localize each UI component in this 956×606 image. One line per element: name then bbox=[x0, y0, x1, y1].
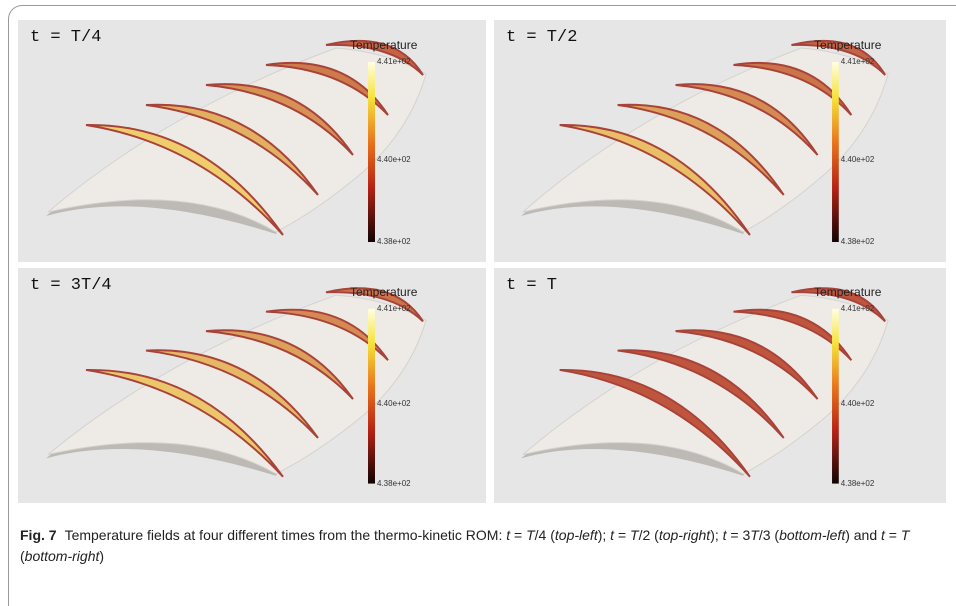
rib bbox=[265, 61, 389, 116]
page: t = T/4 Temperature 4.41e+02 4.40e+02 4.38e+… bbox=[8, 5, 956, 606]
rib bbox=[85, 368, 284, 478]
rib bbox=[617, 349, 785, 439]
wing-render bbox=[46, 287, 427, 484]
colorbar-tick-label: 4.40e+02 bbox=[840, 155, 875, 164]
colorbar-tick-label: 4.38e+02 bbox=[840, 478, 875, 488]
panel-label: t = T/2 bbox=[506, 28, 578, 47]
caption-text: t bbox=[881, 527, 885, 543]
caption-text: = 3 bbox=[726, 527, 751, 543]
wing-surface bbox=[522, 47, 889, 233]
rib bbox=[325, 39, 424, 76]
rib bbox=[325, 287, 424, 323]
caption-text: = bbox=[510, 527, 527, 543]
colorbar-title: Temperature bbox=[814, 285, 882, 300]
rib bbox=[733, 308, 853, 361]
rib bbox=[85, 123, 284, 236]
rib bbox=[675, 83, 819, 156]
colorbar-tick-label: 4.40e+02 bbox=[377, 398, 411, 408]
caption-text: /2 ( bbox=[638, 527, 659, 543]
caption-text: = bbox=[884, 527, 901, 543]
caption-label: Fig. 7 bbox=[20, 527, 57, 543]
colorbar bbox=[368, 308, 375, 484]
caption-text: ); bbox=[597, 527, 611, 543]
rib bbox=[205, 329, 354, 400]
colorbar-tick-label: 4.41e+02 bbox=[840, 303, 875, 313]
colorbar-tick-label: 4.41e+02 bbox=[377, 57, 411, 66]
rib bbox=[205, 83, 354, 156]
panel: t = T Temperature 4.41e+02 4.40e+02 4.38e+02 bbox=[494, 268, 946, 503]
rib bbox=[145, 103, 319, 196]
caption-text: t bbox=[506, 527, 511, 543]
rib bbox=[145, 349, 319, 439]
caption-text: /4 ( bbox=[534, 527, 555, 543]
colorbar-tick-label: 4.40e+02 bbox=[377, 155, 411, 164]
panel-label: t = T bbox=[506, 276, 558, 295]
caption-text: /3 ( bbox=[758, 527, 780, 543]
caption-text: ); bbox=[710, 527, 723, 543]
caption-text: ) bbox=[99, 548, 105, 564]
colorbar-tick-label: 4.38e+02 bbox=[840, 237, 875, 246]
colorbar bbox=[832, 62, 839, 242]
colorbar-title: Temperature bbox=[350, 285, 418, 300]
rib bbox=[733, 61, 853, 116]
caption-text: top-right bbox=[658, 527, 711, 543]
colorbar-title: Temperature bbox=[350, 38, 418, 52]
wing-surface bbox=[522, 294, 889, 475]
caption: Fig. 7 Temperature fields at four differe… bbox=[20, 525, 940, 567]
caption-text: T bbox=[526, 527, 535, 543]
caption-text: ) and bbox=[845, 527, 882, 543]
caption-text: t bbox=[610, 527, 615, 543]
rib bbox=[559, 123, 751, 236]
rib bbox=[559, 368, 751, 478]
panel: t = T/4 Temperature 4.41e+02 4.40e+02 4.38e+… bbox=[18, 20, 486, 262]
colorbar-tick-label: 4.40e+02 bbox=[840, 398, 875, 408]
panel-label: t = 3T/4 bbox=[30, 276, 112, 295]
caption-text: T bbox=[750, 527, 759, 543]
caption-text: bottom-right bbox=[24, 548, 100, 564]
caption-text: T bbox=[630, 527, 639, 543]
caption-text: ( bbox=[20, 548, 25, 564]
caption-text: T bbox=[900, 527, 910, 543]
wing-surface bbox=[47, 47, 427, 233]
wing-render bbox=[521, 287, 889, 484]
colorbar-tick-label: 4.38e+02 bbox=[377, 478, 411, 488]
wing-render bbox=[46, 39, 427, 242]
colorbar-title: Temperature bbox=[814, 38, 882, 52]
colorbar-tick-label: 4.41e+02 bbox=[377, 303, 411, 313]
caption-text: Temperature fields at four different tim… bbox=[64, 527, 507, 543]
panel: t = 3T/4 Temperature 4.41e+02 4.40e+02 4.38e… bbox=[18, 268, 486, 503]
figure-frame bbox=[8, 5, 956, 606]
caption-text: top-left bbox=[554, 527, 598, 543]
rib bbox=[791, 39, 886, 76]
caption-text: t bbox=[722, 527, 727, 543]
rib bbox=[265, 308, 389, 361]
rib bbox=[617, 103, 785, 196]
colorbar bbox=[832, 308, 839, 484]
wing-render bbox=[521, 39, 889, 242]
caption-text: bottom-left bbox=[779, 527, 846, 543]
caption-text: = bbox=[614, 527, 631, 543]
panel: t = T/2 Temperature 4.41e+02 4.40e+02 4.38e+… bbox=[494, 20, 946, 262]
wing-surface bbox=[47, 294, 427, 475]
colorbar bbox=[368, 62, 375, 242]
panel-label: t = T/4 bbox=[30, 28, 102, 47]
colorbar-tick-label: 4.38e+02 bbox=[377, 237, 411, 246]
rib bbox=[675, 329, 819, 400]
rib bbox=[791, 287, 886, 323]
colorbar-tick-label: 4.41e+02 bbox=[840, 57, 875, 66]
